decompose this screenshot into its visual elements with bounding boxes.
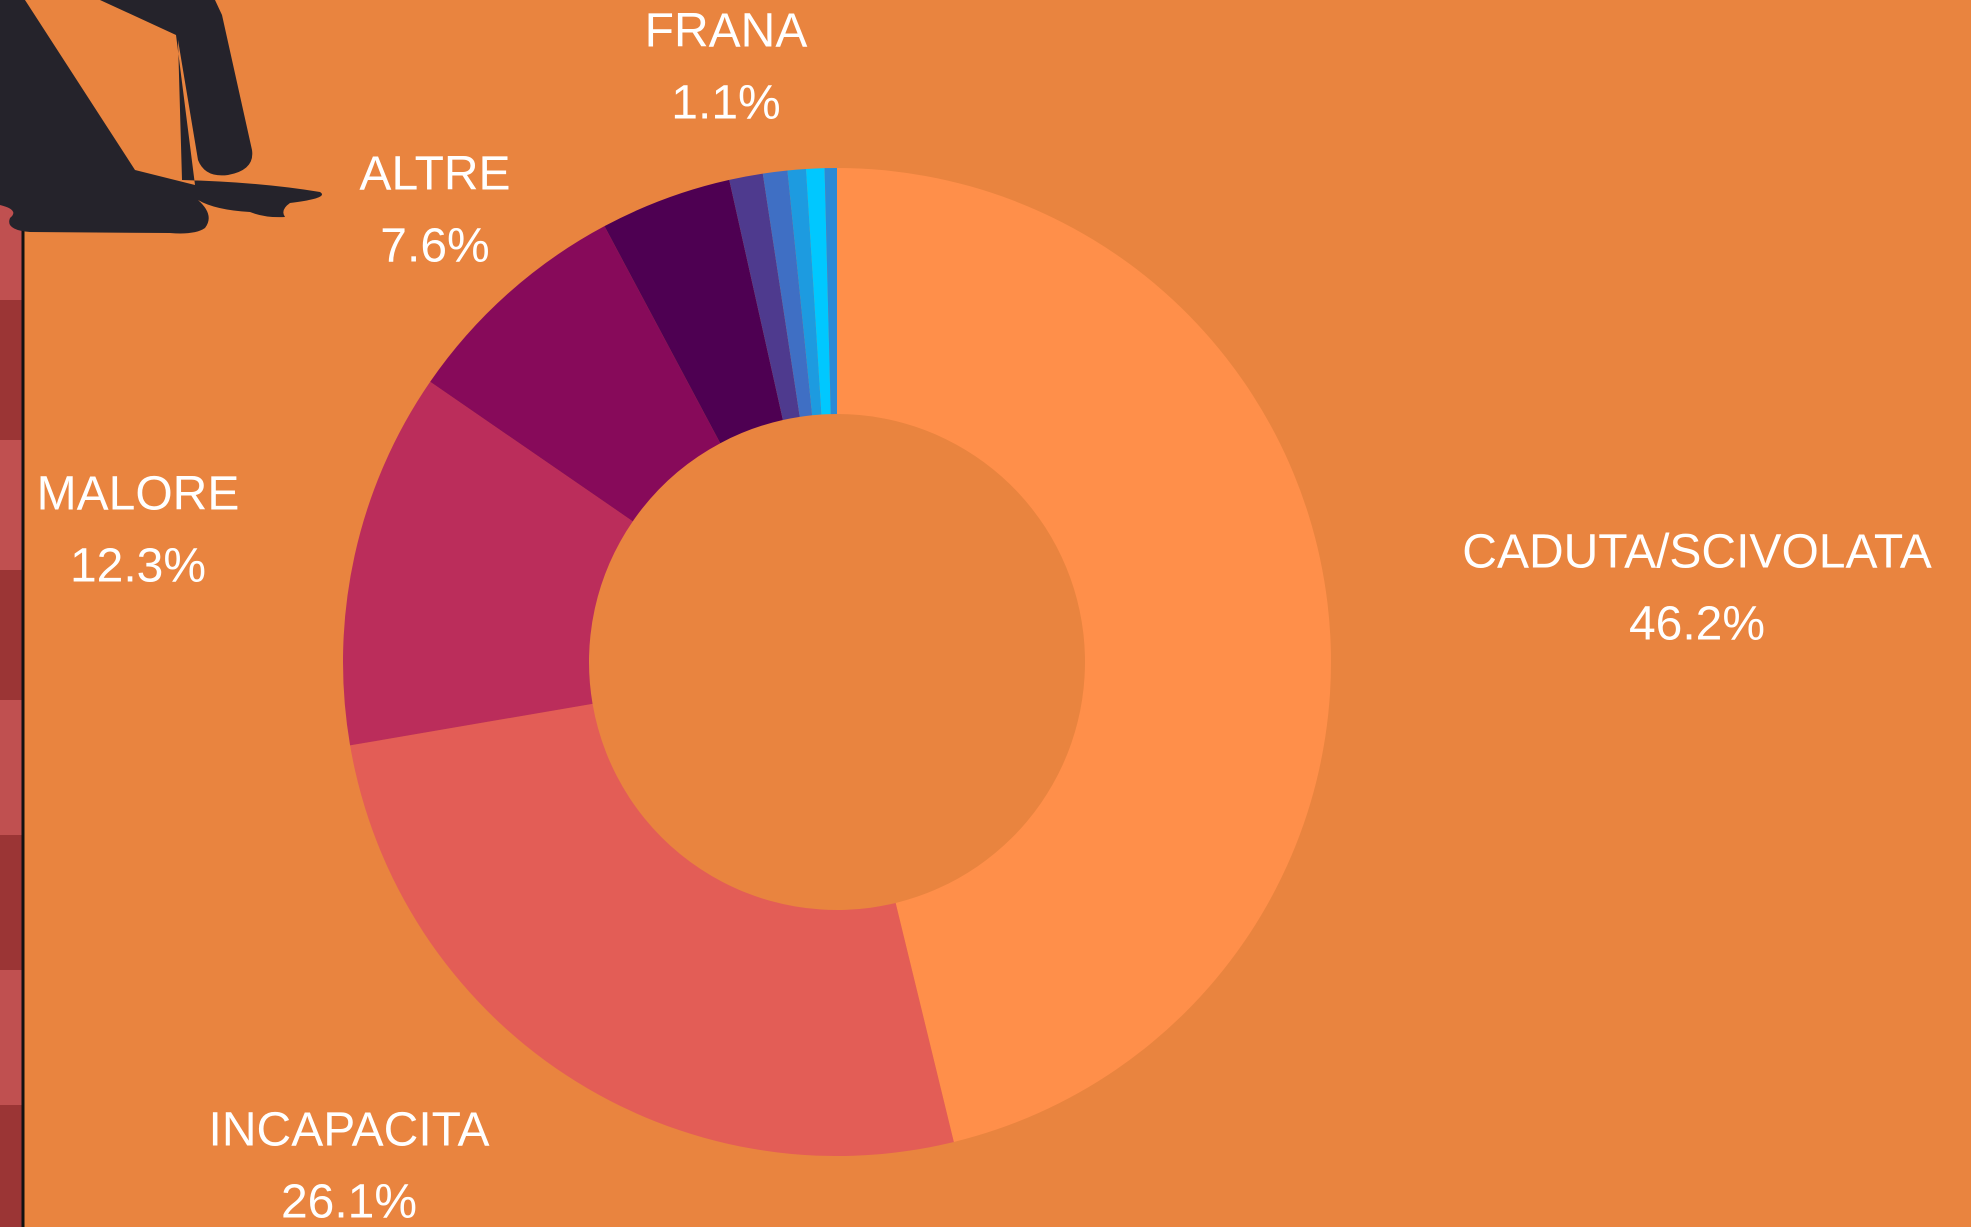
slice xyxy=(604,179,783,444)
slice-value-label: 12.3% xyxy=(70,540,206,593)
slice xyxy=(824,168,837,415)
slice xyxy=(805,168,831,415)
slice-value-label: 26.1% xyxy=(281,1176,417,1227)
slice xyxy=(762,170,813,417)
slice-label: ALTRE xyxy=(359,148,510,201)
slice-value-label: 7.6% xyxy=(380,220,489,273)
slice-label: FRANA xyxy=(645,5,808,58)
slice-label: INCAPACITA xyxy=(209,1104,490,1157)
slice xyxy=(430,226,721,522)
silhouette xyxy=(0,0,322,234)
slice xyxy=(343,381,633,746)
slice xyxy=(837,168,1332,1142)
slice-value-label: 1.1% xyxy=(671,77,780,130)
slice-label: CADUTA/SCIVOLATA xyxy=(1462,526,1931,579)
slice-value-label: 46.2% xyxy=(1629,598,1765,651)
slice-label: MALORE xyxy=(37,468,240,521)
slice xyxy=(729,173,800,420)
slice xyxy=(787,168,822,416)
slice xyxy=(350,703,954,1156)
